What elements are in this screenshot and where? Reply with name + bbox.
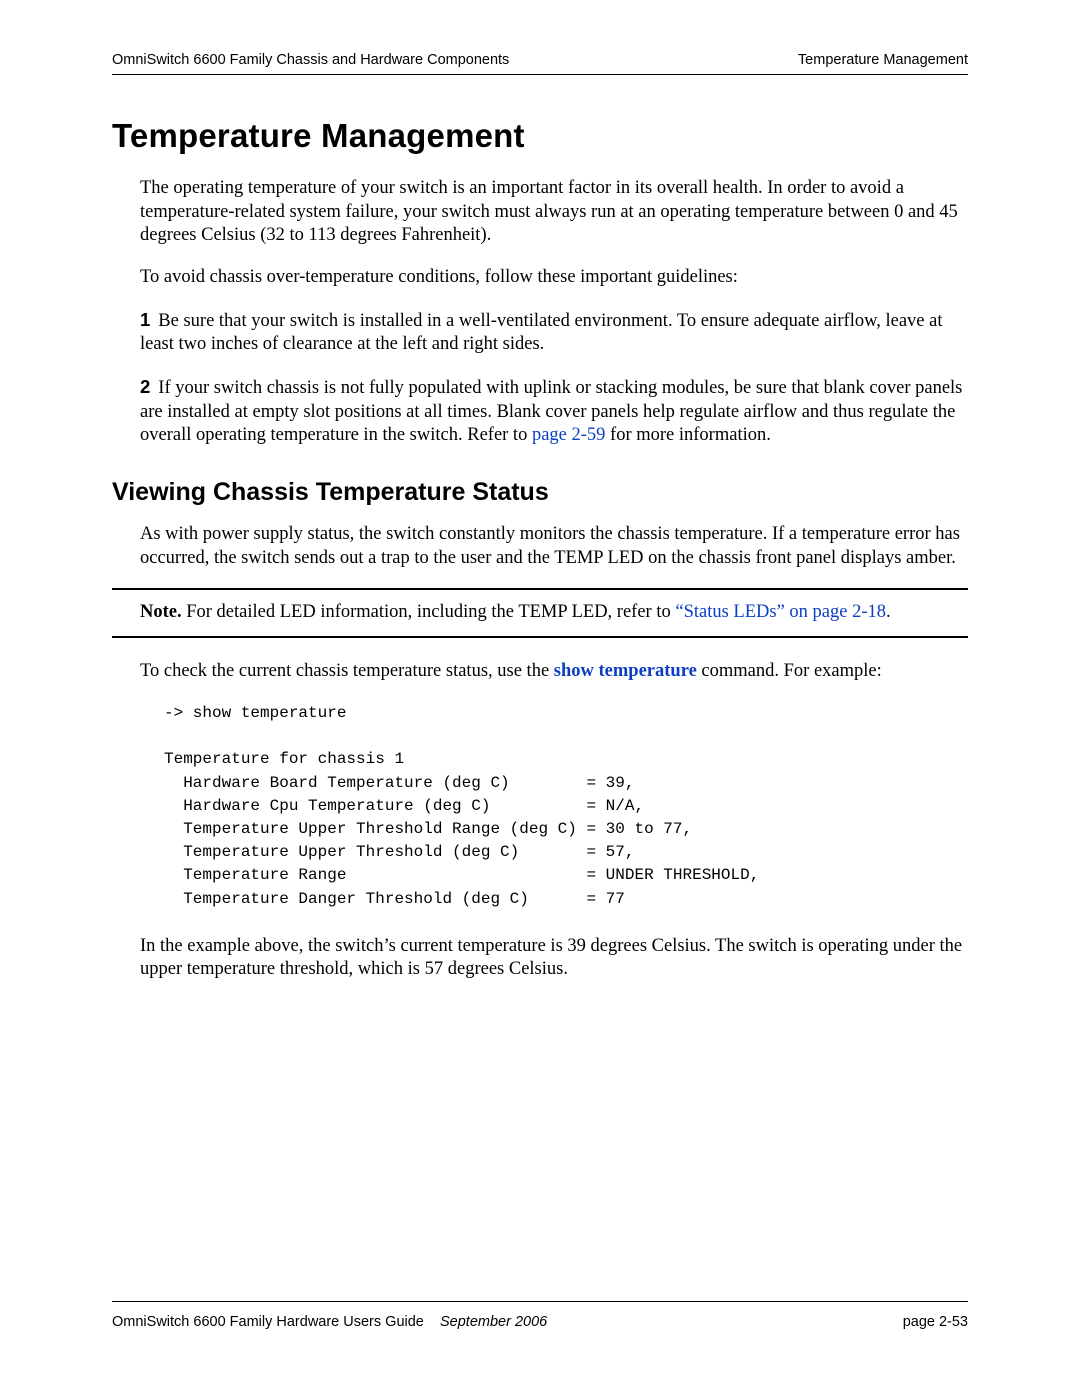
page-title: Temperature Management [112, 117, 968, 155]
footer-right: page 2-53 [903, 1314, 968, 1330]
show-temperature-cmd[interactable]: show temperature [554, 661, 697, 681]
header-right: Temperature Management [798, 52, 968, 68]
footer-guide-title: OmniSwitch 6600 Family Hardware Users Gu… [112, 1314, 424, 1330]
note-label: Note. [140, 602, 182, 622]
check-text-b: command. For example: [697, 661, 882, 681]
terminal-output: -> show temperature Temperature for chas… [112, 702, 968, 911]
closing-paragraph: In the example above, the switch’s curre… [112, 935, 968, 982]
page-footer: OmniSwitch 6600 Family Hardware Users Gu… [112, 1314, 968, 1330]
check-paragraph: To check the current chassis temperature… [112, 660, 968, 684]
item-text: Be sure that your switch is installed in… [140, 311, 943, 355]
guidelines-intro: To avoid chassis over-temperature condit… [112, 266, 968, 290]
page-link[interactable]: page 2-59 [532, 425, 605, 445]
note-block: Note. For detailed LED information, incl… [112, 588, 968, 638]
footer-rule [112, 1301, 968, 1302]
footer-left: OmniSwitch 6600 Family Hardware Users Gu… [112, 1314, 547, 1330]
note-text-a: For detailed LED information, including … [182, 602, 676, 622]
item-text-b: for more information. [605, 425, 770, 445]
guideline-item-2: 2If your switch chassis is not fully pop… [112, 375, 968, 448]
document-page: OmniSwitch 6600 Family Chassis and Hardw… [112, 52, 968, 1342]
status-leds-link[interactable]: “Status LEDs” on page 2-18 [675, 602, 886, 622]
note-paragraph: Note. For detailed LED information, incl… [112, 600, 968, 624]
subsection-intro: As with power supply status, the switch … [112, 523, 968, 570]
intro-paragraph: The operating temperature of your switch… [112, 177, 968, 248]
section-subtitle: Viewing Chassis Temperature Status [112, 478, 968, 507]
check-text-a: To check the current chassis temperature… [140, 661, 554, 681]
item-number: 1 [140, 309, 150, 330]
item-number: 2 [140, 376, 150, 397]
page-header: OmniSwitch 6600 Family Chassis and Hardw… [112, 52, 968, 75]
note-text-b: . [886, 602, 891, 622]
header-left: OmniSwitch 6600 Family Chassis and Hardw… [112, 52, 509, 68]
guideline-item-1: 1Be sure that your switch is installed i… [112, 308, 968, 357]
footer-date: September 2006 [440, 1314, 547, 1330]
